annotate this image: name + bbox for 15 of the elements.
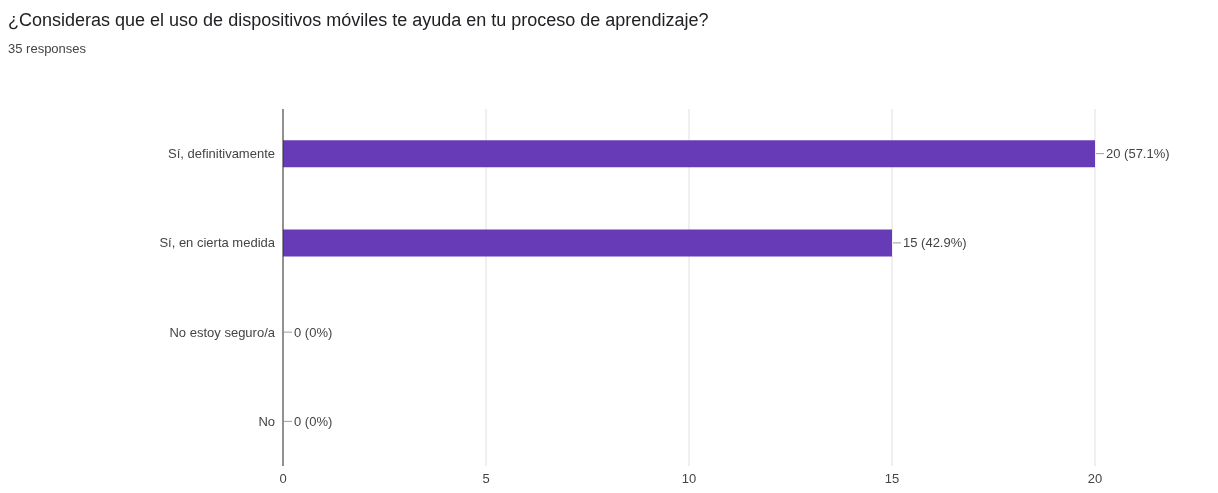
chart-title: ¿Consideras que el uso de dispositivos móviles te ayuda en tu proceso de aprendizaje? <box>8 9 710 32</box>
x-tick-label: 10 <box>681 471 697 487</box>
x-tick-label: 15 <box>884 471 900 487</box>
data-label: 20 (57.1%) <box>1106 146 1170 162</box>
y-tick-label: No estoy seguro/a <box>169 324 276 340</box>
x-tick-label: 5 <box>482 471 490 487</box>
x-tick-label: 0 <box>279 471 287 487</box>
text: 35 responses <box>8 40 88 58</box>
y-tick-label: Sí, definitivamente <box>168 146 275 162</box>
data-label: 0 (0%) <box>294 324 333 340</box>
x-tick-label: 20 <box>1087 471 1103 487</box>
y-tick-label: No <box>258 413 275 429</box>
y-tick-label: Sí, en cierta medida <box>159 235 276 251</box>
data-label: 0 (0%) <box>294 413 333 429</box>
data-label: 15 (42.9%) <box>903 235 967 251</box>
